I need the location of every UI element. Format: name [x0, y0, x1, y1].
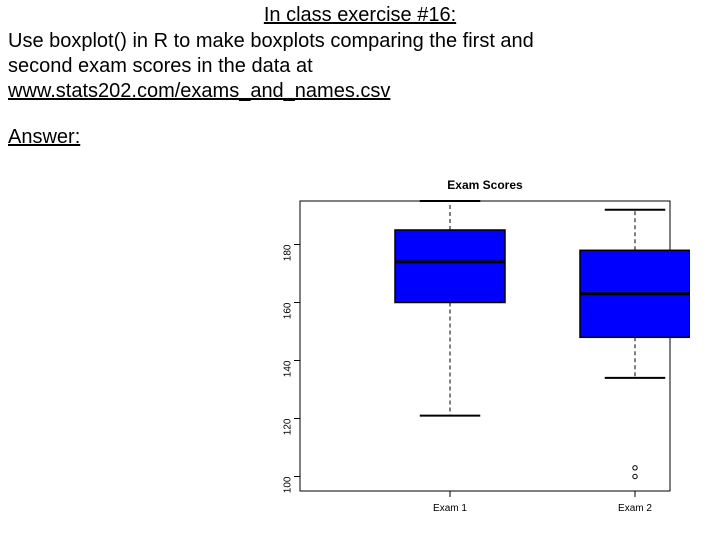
- y-tick-label: 160: [283, 302, 294, 319]
- instruction-line-2: second exam scores in the data at: [8, 55, 313, 77]
- x-label: Exam 1: [433, 503, 467, 514]
- x-label: Exam 2: [618, 503, 652, 514]
- y-tick-label: 120: [283, 418, 294, 435]
- instruction-line-1: Use boxplot() in R to make boxplots comp…: [8, 30, 534, 52]
- exercise-title: In class exercise #16:: [0, 0, 720, 27]
- y-tick-label: 100: [283, 476, 294, 493]
- y-tick-label: 140: [283, 360, 294, 377]
- boxplot-svg: Exam Scores 100 120 140 160 180 Exam 1 Exam 2: [240, 175, 690, 530]
- answer-label: Answer:: [0, 104, 720, 149]
- boxplot-chart: Exam Scores 100 120 140 160 180 Exam 1 Exam 2: [240, 175, 690, 530]
- box: [395, 230, 505, 303]
- instruction-text: Use boxplot() in R to make boxplots comp…: [0, 27, 720, 104]
- data-url: www.stats202.com/exams_and_names.csv: [8, 80, 390, 102]
- chart-title: Exam Scores: [447, 178, 523, 192]
- y-tick-label: 180: [283, 244, 294, 261]
